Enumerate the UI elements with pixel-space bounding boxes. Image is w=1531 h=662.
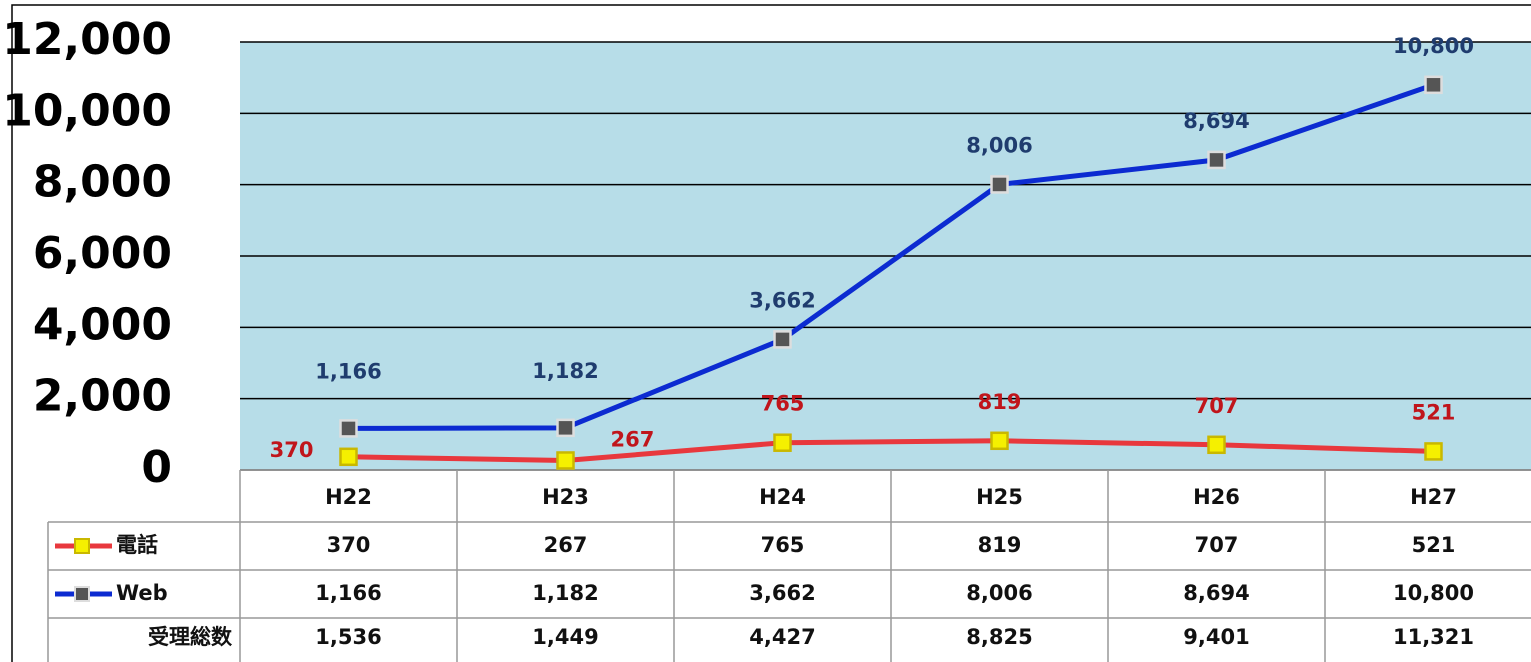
table-cell: 10,800 [1393, 581, 1474, 605]
y-tick-label: 6,000 [33, 228, 172, 279]
data-label: 1,182 [532, 359, 598, 383]
series-line [348, 438, 1434, 463]
table-cell: 4,427 [749, 625, 815, 649]
marker [556, 451, 575, 470]
marker [339, 447, 358, 467]
data-label: 819 [978, 390, 1022, 414]
legend-marker [74, 586, 90, 602]
x-tick-label: H23 [542, 485, 589, 509]
table-cell: 1,182 [532, 581, 598, 605]
x-tick-label: H24 [759, 485, 806, 509]
table-cell: 521 [1412, 533, 1456, 557]
marker [339, 419, 358, 438]
legend-marker [74, 538, 90, 554]
frame [11, 4, 1531, 662]
table-cell: 765 [761, 533, 805, 557]
marker [1424, 75, 1443, 95]
table-cell: 819 [978, 533, 1022, 557]
x-tick-label: H22 [325, 485, 372, 509]
marker [990, 175, 1009, 194]
marker [990, 431, 1009, 451]
marker [1424, 442, 1443, 461]
x-tick-label: H26 [1193, 485, 1240, 509]
data-label: 707 [1195, 394, 1239, 418]
total-label: 受理総数 [148, 625, 233, 649]
x-tick-label: H27 [1410, 485, 1457, 509]
data-label: 765 [761, 392, 805, 416]
data-label: 1,166 [315, 359, 381, 383]
table-cell: 370 [327, 533, 371, 557]
table-cell: 8,825 [966, 625, 1032, 649]
table-cell: 11,321 [1393, 625, 1474, 649]
y-tick-label: 4,000 [33, 299, 172, 350]
table-cell: 267 [544, 533, 588, 557]
y-tick-label: 2,000 [33, 371, 172, 422]
series-line [348, 82, 1435, 431]
marker [773, 330, 792, 349]
data-label: 3,662 [749, 288, 815, 312]
marker [773, 433, 792, 452]
data-label: 267 [611, 427, 655, 451]
table-cell: 1,536 [315, 625, 381, 649]
y-tick-label: 10,000 [2, 85, 172, 136]
marker [1207, 435, 1226, 455]
table-cell: 1,449 [532, 625, 598, 649]
y-tick-label: 0 [141, 442, 172, 493]
table-cell: 3,662 [749, 581, 815, 605]
marker [556, 418, 575, 438]
y-tick-label: 8,000 [33, 157, 172, 208]
table-cell: 707 [1195, 533, 1239, 557]
legend-label: 電話 [116, 533, 158, 557]
table-cell: 9,401 [1183, 625, 1249, 649]
x-tick-label: H25 [976, 485, 1023, 509]
table-cell: 8,006 [966, 581, 1032, 605]
data-label: 521 [1412, 400, 1456, 424]
legend-label: Web [116, 581, 168, 605]
data-label: 370 [270, 438, 314, 462]
data-label: 10,800 [1393, 34, 1474, 58]
marker [1207, 150, 1226, 170]
data-label: 8,694 [1183, 109, 1249, 133]
data-label: 8,006 [966, 133, 1032, 157]
table-cell: 8,694 [1183, 581, 1249, 605]
table-cell: 1,166 [315, 581, 381, 605]
y-tick-label: 12,000 [2, 14, 172, 65]
